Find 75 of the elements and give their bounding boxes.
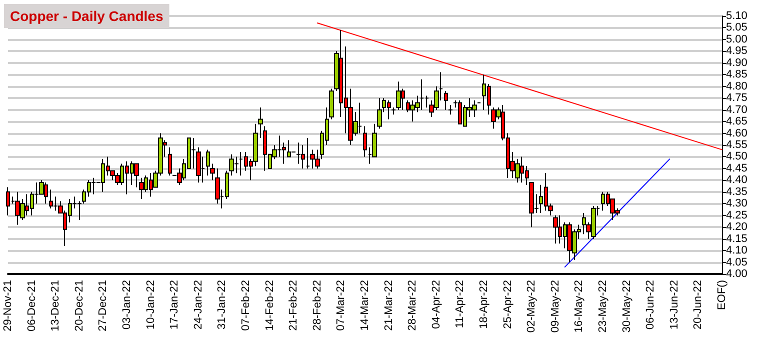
x-tick-label: 06-Dec-21 xyxy=(26,280,38,332)
x-tick-label: 16-May-22 xyxy=(573,280,586,333)
candlestick xyxy=(391,106,396,116)
x-tick-label: 02-May-22 xyxy=(526,280,538,333)
candlestick xyxy=(363,126,367,158)
x-tick-label: 11-Apr-22 xyxy=(454,280,466,328)
candlestick xyxy=(329,88,334,120)
x-tick-label: 30-May-22 xyxy=(620,280,633,333)
x-tick-label: 17-Jan-22 xyxy=(168,280,181,330)
x-tick-label: 09-May-22 xyxy=(549,280,562,333)
candlestick xyxy=(306,137,310,169)
candlestick xyxy=(377,98,382,130)
y-tick-label: 5.10 xyxy=(726,10,748,22)
candlestick xyxy=(296,142,301,164)
candlestick xyxy=(139,177,144,200)
x-tick-label: 23-May-22 xyxy=(597,280,609,333)
x-tick-label: 21-Feb-22 xyxy=(288,280,300,331)
y-tick-label: 4.00 xyxy=(726,268,748,280)
x-tick-label: 10-Jan-22 xyxy=(144,280,157,330)
y-tick-label: 4.40 xyxy=(726,174,748,186)
x-tick-label: 04-Apr-22 xyxy=(430,280,442,329)
x-tick-label: 28-Feb-22 xyxy=(311,280,324,331)
y-tick-label: 4.05 xyxy=(726,256,748,268)
y-tick-label: 4.45 xyxy=(726,162,748,174)
y-tick-label: 4.75 xyxy=(726,92,748,104)
y-tick-label: 4.60 xyxy=(726,127,748,140)
x-tick-label: 03-Jan-22 xyxy=(121,280,133,330)
y-tick-label: 4.15 xyxy=(726,232,748,245)
x-tick-label: 13-Jun-22 xyxy=(668,280,680,330)
y-tick-label: 4.50 xyxy=(726,150,748,163)
candlestick xyxy=(425,95,429,108)
candlestick xyxy=(168,146,172,176)
x-tick-label: 14-Feb-22 xyxy=(264,280,276,331)
x-tick-label: 20-Jun-22 xyxy=(692,280,704,330)
y-tick-label: 5.00 xyxy=(726,33,748,46)
x-tick-label: 18-Apr-22 xyxy=(478,280,490,329)
x-tick-label: 07-Feb-22 xyxy=(240,280,252,331)
x-tick-label: 29-Nov-21 xyxy=(2,280,14,332)
x-tick-label: 21-Mar-22 xyxy=(382,280,395,331)
x-tick-label: 24-Jan-22 xyxy=(192,280,204,330)
x-tick-label: 27-Dec-21 xyxy=(97,280,110,332)
y-tick-label: 4.80 xyxy=(726,80,748,92)
x-tick-label: 31-Jan-22 xyxy=(216,280,228,330)
candlestick xyxy=(191,137,196,169)
x-tick-label: 28-Mar-22 xyxy=(406,280,419,331)
x-tick-label: 06-Jun-22 xyxy=(644,280,657,330)
candlestick xyxy=(134,163,139,188)
y-tick-label: 4.10 xyxy=(726,244,748,257)
candlestick xyxy=(215,168,220,204)
x-tick-label: 13-Dec-21 xyxy=(50,280,62,332)
x-tick-label: 07-Mar-22 xyxy=(335,280,348,331)
y-tick-label: 4.90 xyxy=(726,56,748,69)
candlestick xyxy=(196,146,201,184)
x-tick-label: EOF() xyxy=(716,280,728,310)
candlestick xyxy=(396,81,401,110)
y-tick-label: 5.05 xyxy=(726,22,748,34)
y-tick-label: 4.35 xyxy=(726,186,748,198)
candlestick xyxy=(258,106,263,138)
y-tick-label: 4.95 xyxy=(726,45,748,58)
candlestick xyxy=(206,149,210,176)
candlestick xyxy=(553,214,558,244)
y-tick-label: 4.85 xyxy=(726,68,748,81)
y-tick-label: 4.20 xyxy=(726,221,748,234)
y-tick-label: 4.25 xyxy=(726,209,748,222)
y-tick-label: 4.65 xyxy=(726,116,748,128)
x-tick-label: 25-Apr-22 xyxy=(502,280,514,329)
candlestick xyxy=(210,163,215,181)
y-tick-label: 4.30 xyxy=(726,198,748,210)
y-tick-label: 4.70 xyxy=(726,104,748,116)
y-tick-label: 4.55 xyxy=(726,139,748,151)
candlestick xyxy=(444,90,448,110)
x-tick-label: 20-Dec-21 xyxy=(73,280,86,332)
x-tick-label: 14-Mar-22 xyxy=(359,280,371,331)
chart-title: Copper - Daily Candles xyxy=(10,8,164,24)
candlestick xyxy=(448,104,453,116)
